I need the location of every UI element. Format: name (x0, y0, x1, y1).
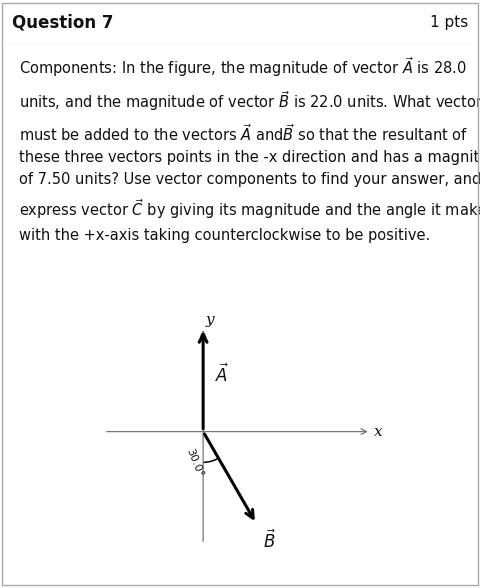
Text: Components: In the figure, the magnitude of vector $\vec{A}$ is 28.0
units, and : Components: In the figure, the magnitude… (19, 55, 480, 242)
Text: y: y (205, 313, 214, 327)
Text: 1 pts: 1 pts (430, 15, 468, 29)
Text: $\vec{B}$: $\vec{B}$ (263, 529, 276, 552)
Text: x: x (373, 425, 382, 439)
Text: 30.0°: 30.0° (185, 447, 205, 479)
Text: $\vec{A}$: $\vec{A}$ (216, 363, 229, 386)
Text: Question 7: Question 7 (12, 13, 113, 31)
